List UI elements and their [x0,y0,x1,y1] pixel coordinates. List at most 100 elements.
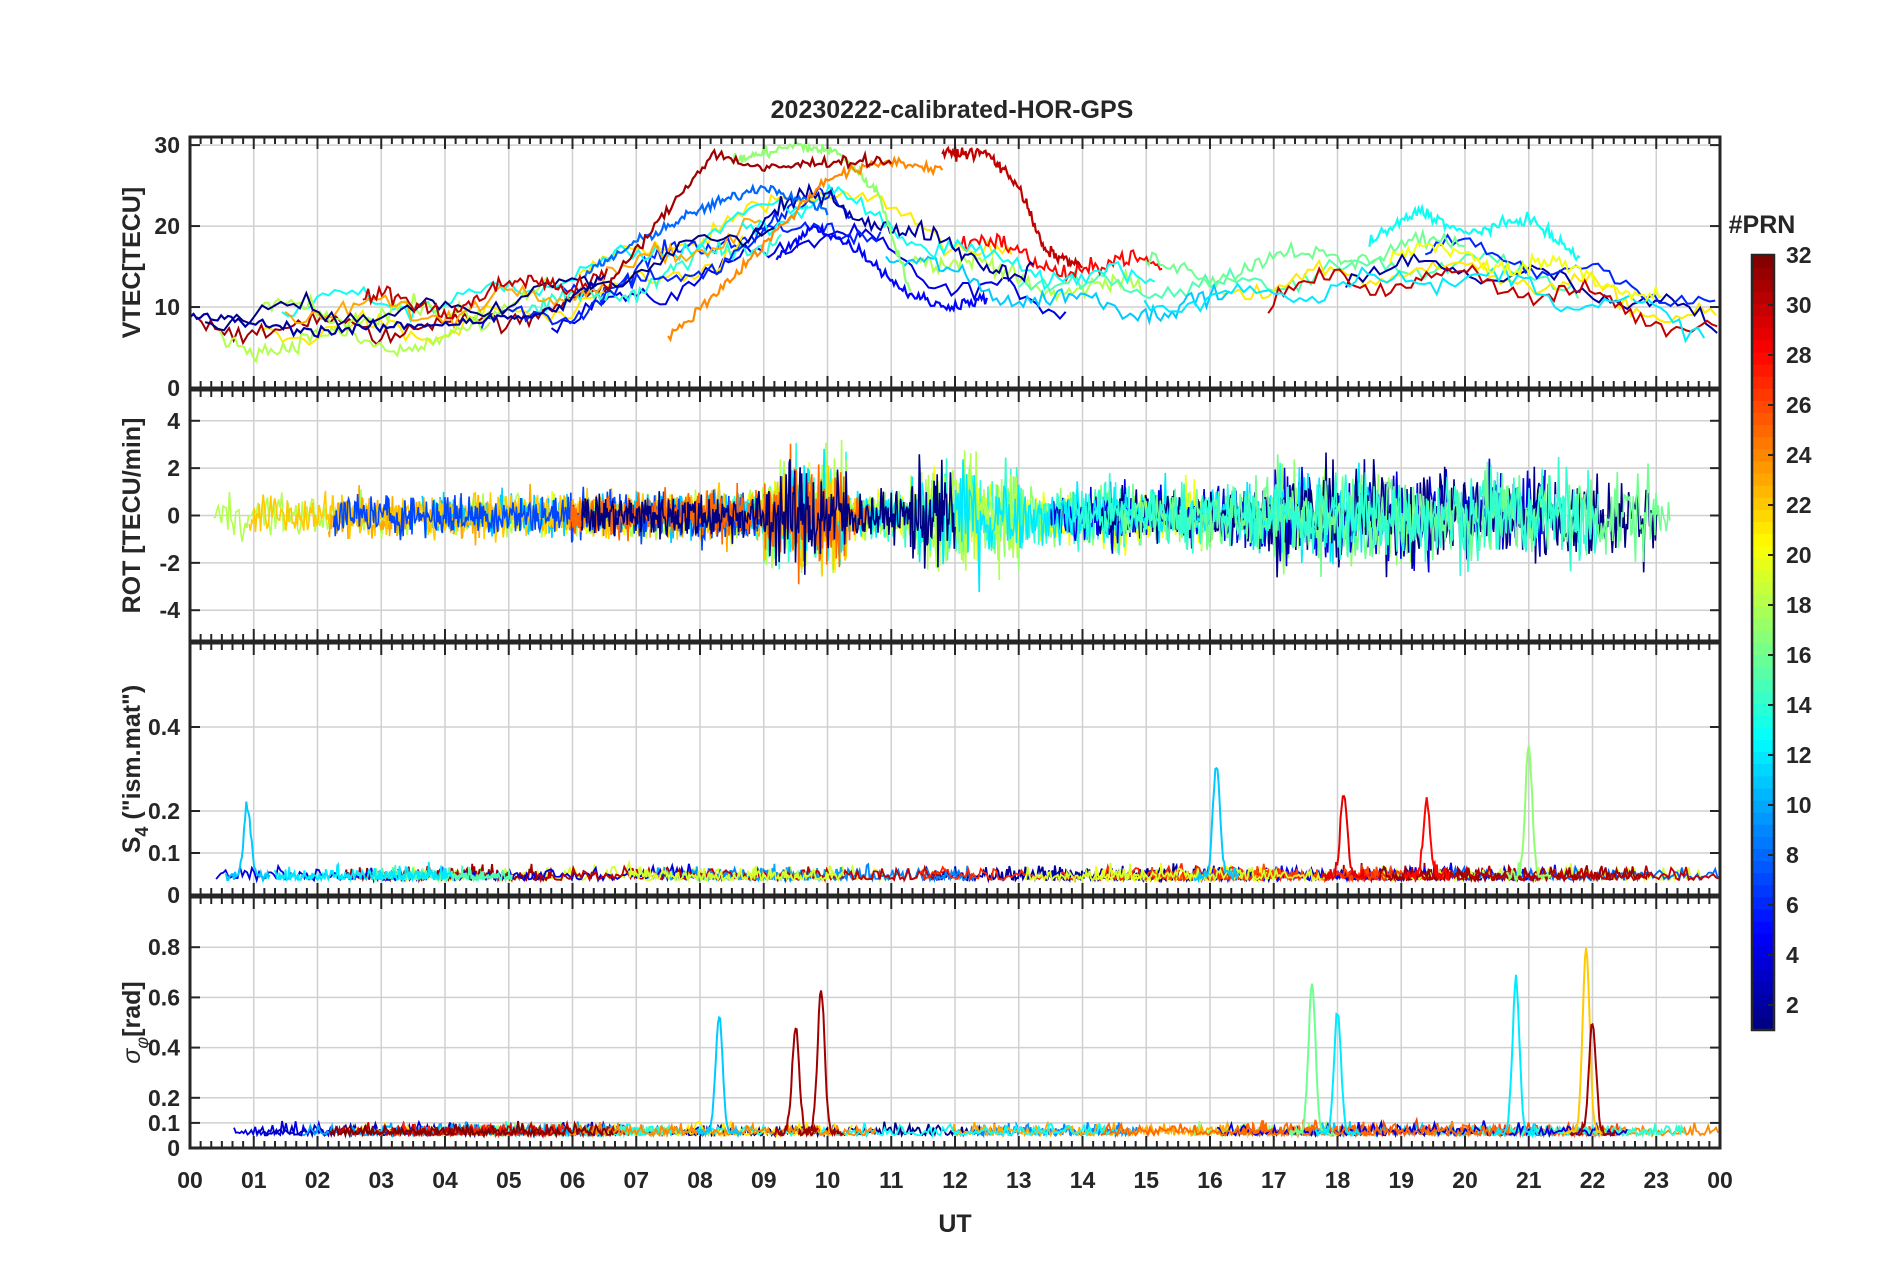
vtec-series-prn-8 [584,183,829,277]
vtec-series-prn-30 [941,145,1083,269]
colorbar-segment [1752,412,1774,426]
vtec-trace-prn-13 [741,183,1156,291]
s4-peak-prn-29 [1320,794,1368,882]
colorbar-segment [1752,654,1774,668]
colorbar-segment [1752,848,1774,862]
s4-y-label: S4 ("ism.mat") [118,685,152,854]
s4-peak-prn-17 [1505,745,1552,882]
colorbar-segment [1752,581,1774,595]
x-minor-ticks [189,643,1721,895]
vtec-trace-prn-28 [960,232,1163,283]
vtec-trace-prn-21 [1222,258,1717,324]
colorbar-tick-label: 4 [1786,942,1799,968]
vtec-trace-prn-23 [284,217,761,330]
y-axis: -4 -2 0 2 4 [160,408,1720,623]
y-tick-label: -2 [160,550,180,576]
colorbar-segment [1752,703,1774,716]
colorbar-segment [1752,812,1774,825]
vtec-trace-prn-2 [1345,251,1718,334]
y-tick-label: -4 [160,597,181,623]
colorbar-segment [1752,1005,1774,1019]
y-tick-label: 0 [167,882,180,908]
colorbar-tick-label: 26 [1786,392,1812,418]
y-tick-label: 0.2 [148,798,180,824]
colorbar-segment [1752,279,1774,292]
colorbar-segment [1752,606,1774,619]
y-tick-label: 4 [167,408,180,434]
x-tick-label: 20 [1452,1167,1478,1193]
colorbar-tick-label: 2 [1786,992,1799,1018]
vtec-series-prn-5 [775,222,988,313]
x-tick-label: 08 [687,1167,713,1193]
vtec-trace-prn-16 [1144,228,1466,289]
colorbar-tick-label: 20 [1786,542,1812,568]
x-tick-label: 18 [1325,1167,1351,1193]
y-label-subscript: 4 [132,827,152,837]
colorbar-segment [1752,690,1774,704]
colorbar-segment [1752,775,1774,789]
y-label-rest: ("ism.mat") [118,685,146,827]
panel-s4: 00.10.20.4S4 ("ism.mat") [118,641,1722,908]
colorbar-segment [1752,715,1774,728]
y-axis: 0 10 20 30 [154,132,1720,401]
vtec-trace-prn-31 [196,281,613,346]
x-tick-label: 11 [879,1167,904,1193]
x-tick-label: 14 [1070,1167,1096,1193]
x-tick-label: 17 [1261,1167,1287,1193]
colorbar-segment [1752,618,1774,631]
colorbar-segment [1752,666,1774,680]
sigma_phi-peak-prn-31 [1569,1022,1616,1137]
panel-sigma_phi: 00.10.2 0.4 0.6 0.8 σφ[rad] [118,895,1722,1161]
colorbar-segment [1752,908,1774,922]
x-tick-label: 19 [1388,1167,1414,1193]
colorbar-segment [1752,957,1774,971]
colorbar-tick-label: 32 [1786,242,1812,268]
colorbar-tick-label: 10 [1786,792,1812,818]
colorbar-segment [1752,545,1774,559]
x-tick-label: 22 [1580,1167,1606,1193]
colorbar-tick-label: 28 [1786,342,1812,368]
colorbar-segment [1752,315,1774,329]
colorbar-segment [1752,339,1774,353]
colorbar-segment [1752,739,1774,753]
colorbar-segment [1752,824,1774,837]
sigma_phi-trace-prn-32 [328,1120,614,1139]
colorbar-segment [1752,267,1774,280]
colorbar-segment [1752,533,1774,547]
sigma_phi-peak-prn-11 [695,1015,743,1138]
vtec-trace-prn-20 [1389,241,1663,302]
colorbar-segment [1752,327,1774,341]
vtec-trace-prn-18 [219,313,492,364]
x-minor-ticks [189,390,1721,641]
y-tick-label: 20 [154,213,180,239]
s4-trace-prn-31 [1378,863,1649,884]
colorbar-tick-label: 22 [1786,492,1812,518]
y-label-main: σ [118,1048,146,1064]
colorbar-segment [1752,678,1774,692]
vtec-trace-prn-30 [362,268,609,320]
colorbar-segment [1752,751,1774,765]
colorbar-tick-label: 24 [1786,442,1812,468]
x-tick-label: 23 [1643,1167,1669,1193]
colorbar-segment [1752,872,1774,886]
colorbar-segment [1752,763,1774,777]
vtec-series-prn-13 [1368,203,1581,262]
colorbar-segment [1752,594,1774,607]
colorbar-tick-label: 16 [1786,642,1812,668]
chart-title: 20230222-calibrated-HOR-GPS [771,96,1134,124]
colorbar-tick-label: 18 [1786,592,1812,618]
colorbar-segment [1752,969,1774,983]
colorbar-segment [1752,460,1774,474]
sigma_phi-trace-prn-24 [569,1121,877,1139]
x-tick-label: 21 [1516,1167,1542,1193]
rot-y-label: ROT [TECU/min] [118,418,146,614]
y-tick-label: 0.1 [148,840,180,866]
colorbar-tick-label: 12 [1786,742,1812,768]
sigma_phi-peak-prn-22 [1562,947,1610,1137]
colorbar-segment [1752,424,1774,438]
y-axis: 0 0.1 0.2 0.4 [148,714,1720,908]
sigma_phi-peak-prn-31 [797,990,845,1138]
colorbar-segment [1752,642,1774,656]
colorbar-segment [1752,945,1774,958]
colorbar-tick-label: 6 [1786,892,1799,918]
